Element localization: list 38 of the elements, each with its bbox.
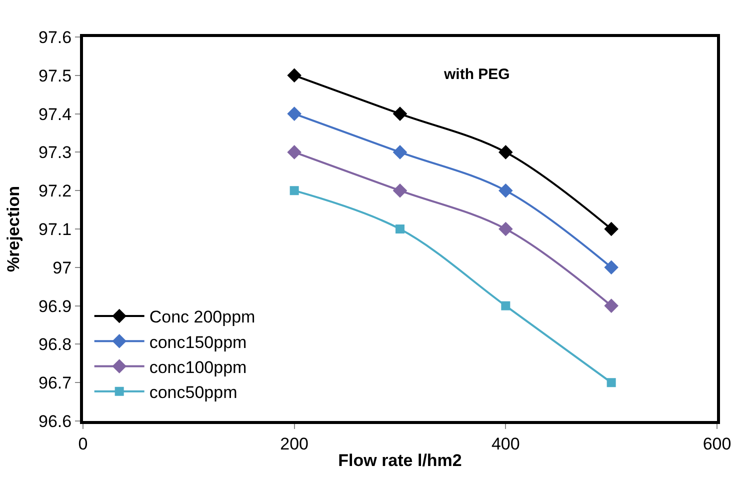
point (498, 222, 513, 236)
legend-label: Conc 200ppm (149, 308, 256, 327)
point (498, 145, 513, 160)
y-tick-label: 96.7 (38, 374, 72, 393)
y-tick-label: 96.6 (38, 412, 72, 431)
point (498, 183, 513, 198)
point (392, 145, 408, 160)
x-tick-label: 200 (280, 434, 309, 454)
y-tick-label: 97.3 (38, 143, 72, 162)
point (604, 222, 618, 236)
point (604, 260, 618, 275)
legend-label: conc150ppm (149, 332, 247, 352)
y-tick-label: 97 (52, 258, 72, 278)
y-tick-label: 97.5 (38, 66, 72, 86)
point (287, 106, 302, 121)
x-axis-title: Flow rate l/hm2 (338, 450, 462, 470)
point (501, 301, 510, 310)
y-tick-label: 97.4 (38, 104, 72, 124)
y-tick-label: 97.2 (38, 182, 72, 201)
point (287, 145, 302, 160)
y-tick-label: 96.8 (38, 335, 72, 354)
y-tick-label: 96.9 (38, 296, 72, 316)
point (604, 298, 618, 313)
x-tick-label: 0 (78, 434, 88, 454)
point (396, 224, 404, 234)
y-tick-label: 97.6 (38, 28, 72, 47)
legend-label: conc50ppm (149, 382, 238, 402)
x-tick-label: 400 (491, 434, 520, 454)
y-tick-label: 97.1 (38, 220, 72, 239)
point (287, 68, 302, 83)
point (392, 183, 408, 198)
point (606, 378, 616, 388)
point (392, 106, 408, 121)
legend-label: conc100ppm (149, 358, 247, 377)
x-tick-label: 600 (702, 434, 732, 454)
point (290, 186, 299, 196)
annotation: with PEG (443, 66, 510, 83)
y-axis-title: %rejection (4, 186, 24, 272)
